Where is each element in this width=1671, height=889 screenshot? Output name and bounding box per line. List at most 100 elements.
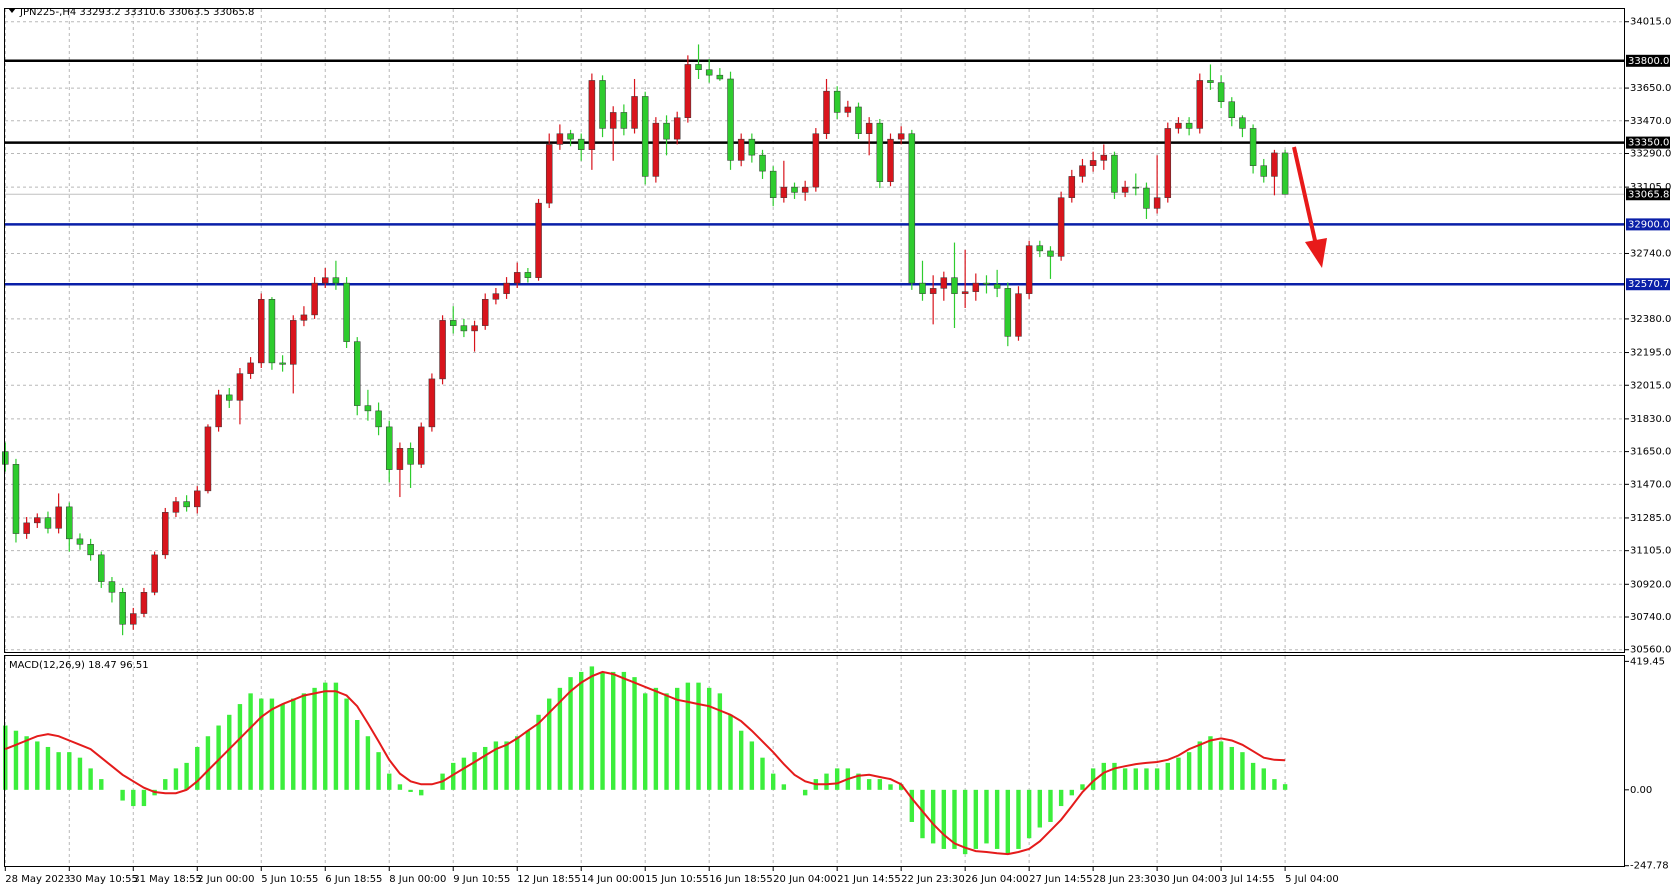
candle-body: [1079, 165, 1086, 177]
candle-body: [993, 284, 1001, 289]
candle-body: [1132, 186, 1140, 189]
macd-bar: [99, 779, 104, 790]
macd-bar: [589, 666, 595, 790]
macd-bar: [834, 768, 840, 790]
candle-body: [1175, 122, 1182, 129]
macd-bar: [547, 698, 552, 790]
candle-body: [983, 282, 990, 285]
candle-body: [588, 80, 596, 150]
macd-bar: [877, 779, 883, 790]
macd-bar: [685, 682, 691, 790]
level-label: 32570.7: [1628, 279, 1669, 290]
y-tick-label: 30740.0: [1630, 612, 1671, 623]
macd-bar: [451, 762, 456, 790]
macd-bar: [259, 698, 264, 790]
macd-bar: [856, 773, 861, 790]
candle-body: [1057, 197, 1065, 257]
x-tick-label: 2 Jun 00:00: [197, 874, 254, 885]
candle-body: [545, 144, 553, 204]
candle-body: [823, 90, 830, 134]
y-tick-label: 31285.0: [1630, 513, 1671, 524]
macd-bar: [24, 736, 29, 790]
x-tick-label: 22 Jun 23:30: [901, 874, 965, 885]
candle-body: [791, 186, 798, 193]
candle-body: [1185, 122, 1193, 129]
macd-bar: [216, 725, 221, 790]
macd-bar: [1186, 752, 1192, 790]
candle-body: [673, 117, 681, 140]
candle-body: [940, 277, 948, 289]
candle-body: [556, 133, 564, 145]
candle-body: [215, 394, 222, 428]
y-tick-label: 33650.0: [1630, 83, 1671, 94]
macd-bar: [120, 789, 125, 801]
candle-body: [1239, 117, 1246, 129]
macd-bar: [205, 736, 211, 790]
candle-body: [449, 320, 457, 326]
collapse-icon[interactable]: [8, 8, 16, 13]
candle-body: [428, 378, 436, 428]
macd-bar: [376, 752, 381, 790]
macd-bar: [579, 671, 584, 790]
macd-bar: [557, 687, 563, 790]
macd-bar: [898, 784, 904, 790]
macd-bar: [1176, 757, 1181, 790]
macd-bar: [728, 714, 733, 790]
candle-body: [951, 277, 958, 294]
macd-bar: [920, 789, 925, 839]
macd-bar: [1218, 741, 1224, 790]
macd-bar: [483, 746, 488, 790]
candle-body: [396, 448, 404, 470]
y-tick-label: 30560.0: [1630, 645, 1671, 656]
macd-bar: [536, 714, 541, 790]
macd-bar: [1005, 789, 1011, 855]
candle-body: [812, 133, 820, 188]
macd-bar: [397, 784, 403, 790]
x-tick-label: 30 May 10:55: [69, 874, 138, 885]
macd-bar: [1122, 768, 1128, 790]
candle-body: [55, 506, 62, 529]
x-tick-label: 20 Jun 04:00: [773, 874, 837, 885]
candle-body: [2, 451, 9, 465]
candle-body: [876, 122, 884, 182]
macd-bar: [781, 784, 787, 790]
candle-body: [108, 581, 116, 593]
y-tick-label: 31650.0: [1630, 447, 1671, 458]
candle-body: [577, 138, 585, 150]
x-tick-label: 15 Jun 10:55: [645, 874, 709, 885]
candle-body: [23, 522, 30, 534]
macd-bar: [1133, 768, 1138, 790]
macd-bar: [1154, 768, 1160, 790]
candle-body: [663, 122, 670, 140]
x-tick-label: 16 Jun 18:55: [709, 874, 773, 885]
macd-bar: [227, 714, 232, 790]
candle-body: [1260, 165, 1268, 177]
macd-bar: [1261, 768, 1266, 790]
candle-body: [1249, 128, 1257, 166]
macd-bar: [323, 682, 328, 790]
macd-bar: [1208, 736, 1213, 790]
macd-bar: [1240, 752, 1245, 790]
candle-body: [908, 133, 916, 284]
candle-body: [1036, 245, 1044, 252]
y-tick-label: 33105.0: [1630, 182, 1671, 193]
macd-bar: [984, 789, 989, 844]
candle-body: [780, 186, 788, 198]
macd-bar: [131, 789, 136, 807]
macd-bar: [664, 693, 669, 790]
candle-body: [801, 186, 809, 193]
candle-body: [1015, 293, 1022, 337]
current-price-label: 33065.8: [1628, 189, 1669, 200]
macd-bar: [1282, 784, 1288, 790]
macd-bar: [611, 671, 616, 790]
candle-body: [322, 277, 329, 284]
macd-bar: [994, 789, 1000, 849]
macd-bar: [1058, 789, 1064, 807]
x-tick-label: 8 Jun 00:00: [389, 874, 446, 885]
candle-body: [652, 122, 660, 177]
macd-bar: [600, 671, 605, 790]
macd-bar: [824, 773, 829, 790]
candle-body: [609, 112, 617, 129]
labels-layer: 34015.0 33650.0 33470.0 33290.0 33105.0 32740…: [4, 17, 1671, 885]
candle-body: [268, 299, 276, 364]
